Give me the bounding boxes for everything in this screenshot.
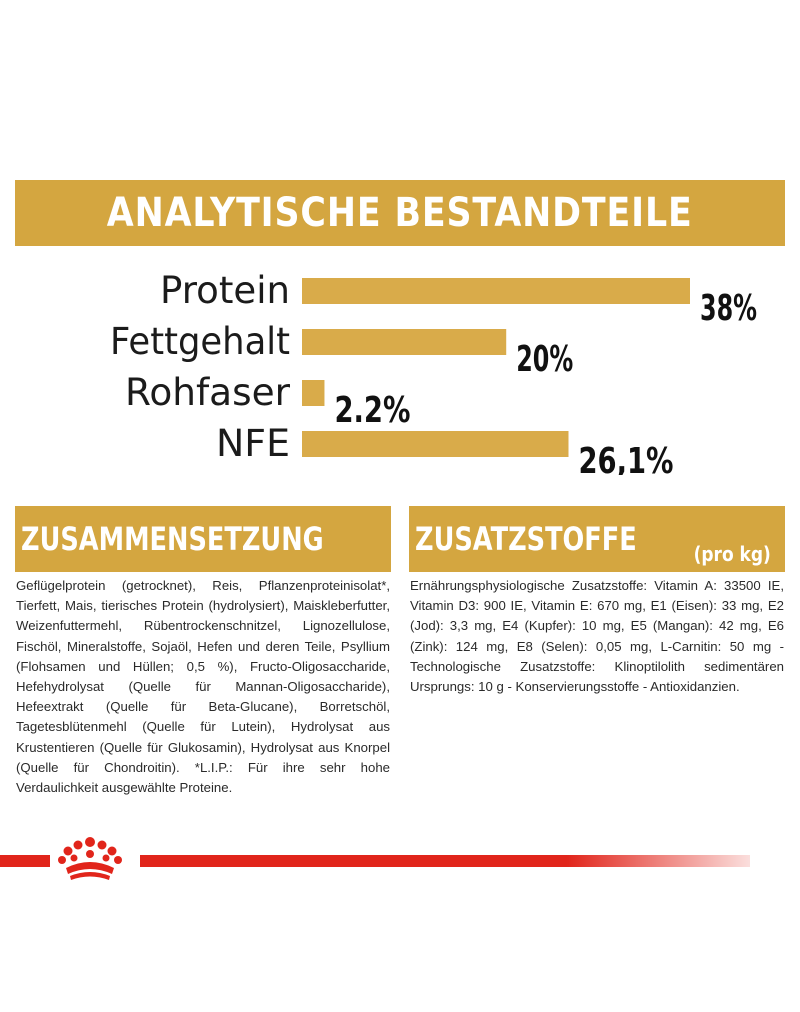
bar-rohfaser bbox=[302, 380, 325, 406]
additives-header: ZUSATZSTOFFE (pro kg) bbox=[409, 506, 785, 572]
red-divider-right bbox=[140, 855, 750, 867]
value-label-rohfaser: 2.2% bbox=[334, 390, 410, 431]
analysis-banner: ANALYTISCHE BESTANDTEILE bbox=[15, 180, 785, 246]
composition-header: ZUSAMMENSETZUNG bbox=[15, 506, 391, 572]
composition-text: Geflügelprotein (getrocknet), Reis, Pfla… bbox=[16, 578, 390, 796]
category-label-nfe: NFE bbox=[216, 422, 290, 465]
nutrient-bar-chart: Protein 38% Fettgehalt 20% Rohfaser 2.2% NFE 26… bbox=[110, 269, 757, 475]
additives-title: ZUSATZSTOFFE bbox=[415, 520, 637, 558]
additives-unit: (pro kg) bbox=[693, 542, 771, 566]
category-label-protein: Protein bbox=[160, 269, 290, 312]
value-label-protein: 38% bbox=[700, 288, 757, 329]
additives-text: Ernährungsphysiologische Zusatzstoffe: V… bbox=[410, 578, 784, 695]
category-label-fettgehalt: Fettgehalt bbox=[110, 320, 290, 363]
value-label-fettgehalt: 20% bbox=[516, 339, 573, 380]
banner-title: ANALYTISCHE BESTANDTEILE bbox=[107, 190, 693, 236]
value-label-nfe: 26,1% bbox=[578, 441, 673, 475]
category-label-rohfaser: Rohfaser bbox=[125, 371, 291, 414]
bar-nfe bbox=[302, 431, 569, 457]
red-divider-left bbox=[0, 855, 50, 867]
crown-icon bbox=[58, 837, 122, 880]
bar-fettgehalt bbox=[302, 329, 507, 355]
composition-title: ZUSAMMENSETZUNG bbox=[21, 520, 324, 558]
bar-protein bbox=[302, 278, 690, 304]
